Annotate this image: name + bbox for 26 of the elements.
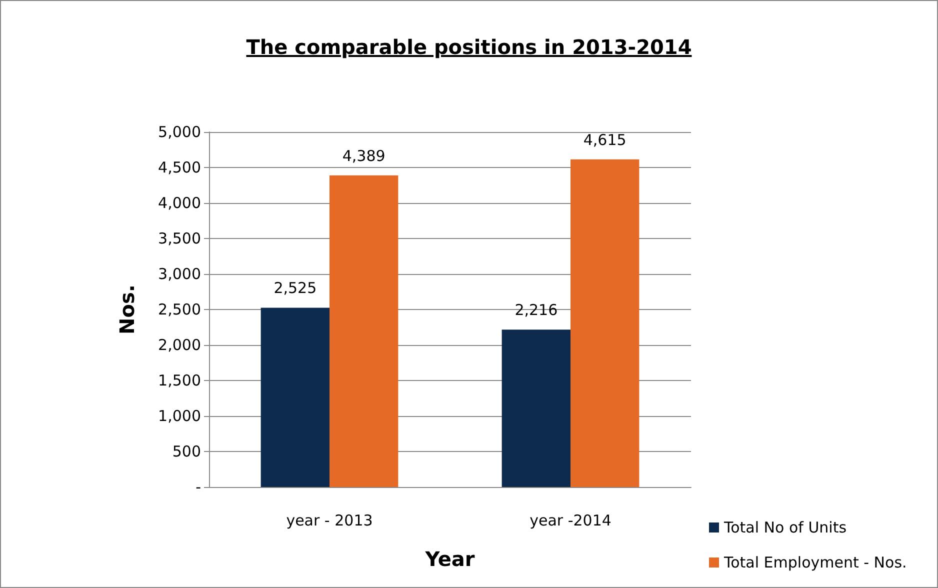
y-axis-title: Nos. <box>115 284 139 334</box>
bar <box>330 175 398 487</box>
y-tick-label: 4,500 <box>158 158 201 176</box>
y-tick-label: 3,000 <box>158 265 201 283</box>
x-tick-label: year -2014 <box>530 512 612 530</box>
data-label: 2,216 <box>514 301 558 320</box>
bar <box>260 308 330 487</box>
y-tick-label: 2,500 <box>158 300 201 318</box>
y-tick-label: 500 <box>172 442 201 460</box>
y-tick-label: 1,000 <box>158 407 201 425</box>
y-tick-label: 4,000 <box>158 194 201 212</box>
y-tick-label: 1,500 <box>158 372 201 390</box>
x-axis-title: Year <box>424 547 475 571</box>
y-tick-label: 3,500 <box>158 230 201 248</box>
y-tick-label: 5,000 <box>158 123 201 141</box>
legend-label: Total No of Units <box>723 518 847 536</box>
legend-label: Total Employment - Nos. <box>723 554 907 572</box>
bar <box>502 330 570 487</box>
bar <box>570 159 640 487</box>
data-label: 4,615 <box>583 130 626 149</box>
x-tick-label: year - 2013 <box>286 512 373 530</box>
y-tick-label: - <box>196 478 201 496</box>
y-tick-label: 2,000 <box>158 336 201 354</box>
data-label: 2,525 <box>274 279 317 298</box>
data-label: 4,389 <box>342 146 386 165</box>
chart-title: The comparable positions in 2013-2014 <box>245 35 693 59</box>
